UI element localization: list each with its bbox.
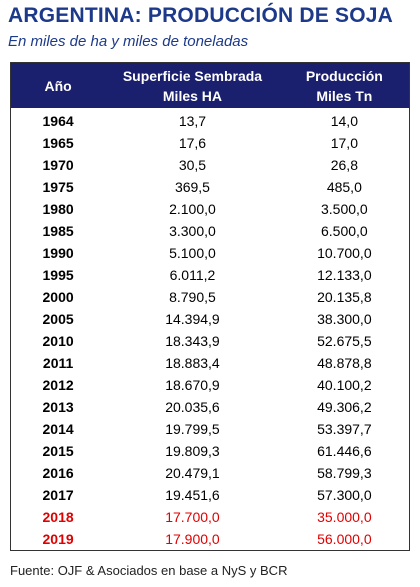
table-row: 2013 20.035,6 49.306,2 <box>11 396 410 418</box>
table-row: 1970 30,5 26,8 <box>11 154 410 176</box>
year-cell: 2013 <box>42 399 74 415</box>
year-cell: 2019 <box>42 531 74 547</box>
value-cell: 3.300,0 <box>169 223 216 239</box>
value-cell: 14,0 <box>330 113 358 129</box>
value-cell: 5.100,0 <box>169 245 216 261</box>
table-row: 2018 17.700,0 35.000,0 <box>11 506 410 528</box>
value-cell: 10.700,0 <box>317 245 372 261</box>
value-cell: 20.479,1 <box>165 465 220 481</box>
year-cell: 1970 <box>42 157 74 173</box>
year-cell: 1995 <box>42 267 74 283</box>
value-cell: 20.035,6 <box>165 399 220 415</box>
year-cell: 2016 <box>42 465 74 481</box>
table-header: Año Superficie Sembrada Miles HA Producción… <box>10 62 410 108</box>
table-row: 1985 3.300,0 6.500,0 <box>11 220 410 242</box>
value-cell: 13,7 <box>178 113 207 129</box>
header-line: Producción <box>305 67 383 84</box>
value-cell: 49.306,2 <box>317 399 372 415</box>
year-cell: 2015 <box>42 443 74 459</box>
value-cell: 35.000,0 <box>317 509 372 525</box>
value-cell: 485,0 <box>326 179 362 195</box>
year-cell: 2010 <box>42 333 74 349</box>
value-cell: 52.675,5 <box>317 333 372 349</box>
value-cell: 6.011,2 <box>169 267 216 283</box>
year-cell: 2011 <box>42 355 74 371</box>
value-cell: 17.700,0 <box>165 509 220 525</box>
value-cell: 14.394,9 <box>165 311 220 327</box>
year-cell: 1965 <box>42 135 74 151</box>
year-cell: 2018 <box>42 509 74 525</box>
year-cell: 1964 <box>42 113 74 129</box>
value-cell: 18.343,9 <box>165 333 220 349</box>
value-cell: 18.883,4 <box>165 355 220 371</box>
year-cell: 2012 <box>42 377 74 393</box>
header-line: Superficie Sembrada <box>122 67 263 84</box>
year-cell: 1990 <box>42 245 74 261</box>
table-row: 2017 19.451,6 57.300,0 <box>11 484 410 506</box>
value-cell: 48.878,8 <box>317 355 372 371</box>
table-row: 2011 18.883,4 48.878,8 <box>11 352 410 374</box>
column-header: Superficie Sembrada Miles HA <box>105 62 280 108</box>
table-row: 1980 2.100,0 3.500,0 <box>11 198 410 220</box>
table-row: 2000 8.790,5 20.135,8 <box>11 286 410 308</box>
column-header: Producción Miles Tn <box>279 62 410 108</box>
table-row: 2012 18.670,9 40.100,2 <box>11 374 410 396</box>
value-cell: 17.900,0 <box>165 531 220 547</box>
value-cell: 17,6 <box>178 135 207 151</box>
header-line: Miles Tn <box>316 87 373 104</box>
table-row: 2019 17.900,0 56.000,0 <box>11 528 410 551</box>
value-cell: 53.397,7 <box>317 421 372 437</box>
value-cell: 19.809,3 <box>165 443 220 459</box>
value-cell: 26,8 <box>330 157 358 173</box>
value-cell: 18.670,9 <box>165 377 220 393</box>
year-cell: 1985 <box>42 223 74 239</box>
value-cell: 19.451,6 <box>165 487 220 503</box>
value-cell: 12.133,0 <box>317 267 372 283</box>
source-note: Fuente: OJF & Asociados en base a NyS y … <box>10 563 288 578</box>
value-cell: 2.100,0 <box>169 201 216 217</box>
column-header: Año <box>10 62 106 108</box>
table-body: 1964 13,7 14,0 1965 17,6 17,0 1970 30,5 26,8 1975… <box>11 108 410 551</box>
header-line: Año <box>44 77 72 94</box>
value-cell: 20.135,8 <box>317 289 372 305</box>
value-cell: 6.500,0 <box>321 223 368 239</box>
year-cell: 2005 <box>42 311 74 327</box>
table-row: 2015 19.809,3 61.446,6 <box>11 440 410 462</box>
value-cell: 61.446,6 <box>317 443 372 459</box>
table-row: 2010 18.343,9 52.675,5 <box>11 330 410 352</box>
value-cell: 17,0 <box>330 135 358 151</box>
year-cell: 2000 <box>42 289 74 305</box>
value-cell: 56.000,0 <box>317 531 372 547</box>
value-cell: 30,5 <box>178 157 207 173</box>
table-row: 2005 14.394,9 38.300,0 <box>11 308 410 330</box>
title: ARGENTINA: PRODUCCIÓN DE SOJA <box>8 4 393 27</box>
table-row: 1964 13,7 14,0 <box>11 108 410 132</box>
value-cell: 8.790,5 <box>169 289 216 305</box>
table-row: 1990 5.100,0 10.700,0 <box>11 242 410 264</box>
table-row: 1965 17,6 17,0 <box>11 132 410 154</box>
value-cell: 38.300,0 <box>317 311 372 327</box>
table-row: 2014 19.799,5 53.397,7 <box>11 418 410 440</box>
table-row: 2016 20.479,1 58.799,3 <box>11 462 410 484</box>
value-cell: 3.500,0 <box>321 201 368 217</box>
header-row: Año Superficie Sembrada Miles HA Producción… <box>10 62 410 108</box>
value-cell: 58.799,3 <box>317 465 372 481</box>
year-cell: 1980 <box>42 201 74 217</box>
table-row: 1995 6.011,2 12.133,0 <box>11 264 410 286</box>
value-cell: 40.100,2 <box>317 377 372 393</box>
year-cell: 2014 <box>42 421 74 437</box>
value-cell: 369,5 <box>174 179 210 195</box>
header-line: Miles HA <box>162 87 223 104</box>
year-cell: 1975 <box>42 179 74 195</box>
value-cell: 57.300,0 <box>317 487 372 503</box>
year-cell: 2017 <box>42 487 74 503</box>
data-table: Año Superficie Sembrada Miles HA Producción… <box>10 62 410 551</box>
subtitle: En miles de ha y miles de toneladas <box>8 33 249 50</box>
value-cell: 19.799,5 <box>165 421 220 437</box>
table-row: 1975 369,5 485,0 <box>11 176 410 198</box>
